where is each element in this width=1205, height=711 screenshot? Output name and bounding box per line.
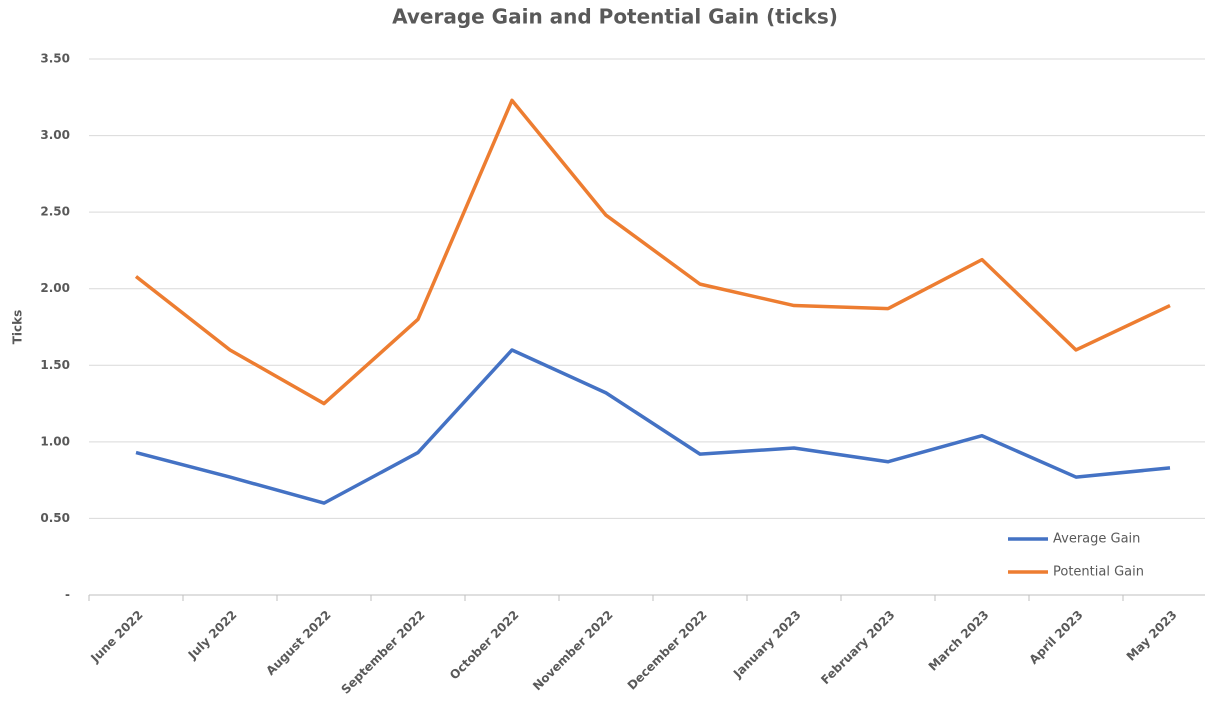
y-tick-label: 1.50 [40, 358, 70, 372]
y-tick-label: 2.00 [40, 281, 70, 295]
y-tick-label: 1.00 [40, 434, 70, 448]
y-tick-label: 2.50 [40, 205, 70, 219]
x-tick-label: August 2022 [263, 608, 333, 678]
legend-label: Potential Gain [1053, 565, 1144, 580]
series-line [135, 348, 1171, 505]
x-tick-label: March 2023 [926, 608, 992, 674]
x-tick-label: April 2023 [1026, 608, 1085, 667]
legend-label: Average Gain [1053, 532, 1140, 547]
y-tick-label: 0.50 [40, 511, 70, 525]
y-axis-title: Ticks [11, 310, 25, 345]
x-tick-label: May 2023 [1124, 608, 1180, 664]
x-tick-label: December 2022 [625, 608, 710, 693]
x-tick-label: February 2023 [818, 608, 897, 687]
x-tick-label: June 2022 [87, 608, 145, 666]
x-tick-label: July 2022 [185, 608, 240, 663]
chart-title: Average Gain and Potential Gain (ticks) [392, 5, 838, 29]
series-line [134, 98, 1171, 406]
y-tick-label: - [65, 588, 70, 602]
x-tick-label: January 2023 [730, 608, 804, 682]
y-tick-label: 3.00 [40, 128, 70, 142]
x-tick-label: October 2022 [447, 608, 522, 683]
y-tick-label: 3.50 [40, 52, 70, 66]
x-tick-label: September 2022 [339, 608, 428, 697]
x-tick-label: November 2022 [530, 608, 616, 694]
